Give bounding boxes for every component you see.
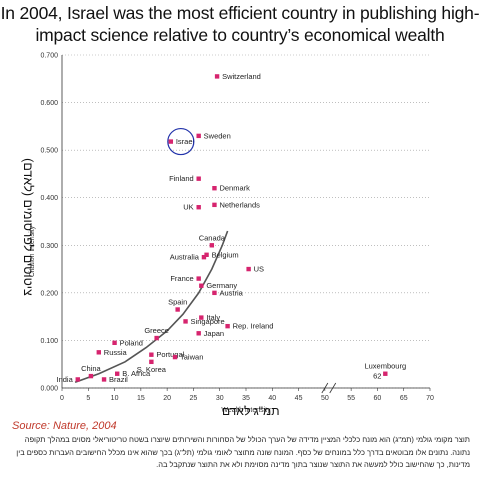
point-label: Poland [120,338,143,347]
data-point-china [88,373,94,379]
x-tick-label: 30 [216,395,224,402]
y-tick-label: 0.200 [40,290,58,297]
source-note: Source: Nature, 2004 [12,420,117,432]
point-label: India [57,375,74,384]
y-axis-label: Citation intensity [29,225,36,277]
data-point-australia [201,254,207,260]
point-label: Greece [144,326,169,335]
y-tick-label: 0.000 [40,386,58,393]
point-label: Australia [170,253,200,262]
data-point-poland [112,340,117,346]
point-label: Rep. Ireland [233,322,274,331]
x-tick-label: 65 [400,395,408,402]
data-point-russia [96,350,101,355]
data-point-belgium [204,252,209,257]
data-point-italy [199,315,204,320]
x-axis-label: Wealth intensity [221,407,271,414]
x-tick-label: 35 [242,395,250,402]
point-label: Russia [104,348,128,357]
x-tick-label: 55 [347,395,355,402]
point-label: France [170,274,193,283]
point-label: Canada [199,233,226,242]
hebrew-y-axis-label: ציטוטים לפרסומים (לאדם) [21,158,35,296]
x-tick-label: 70 [426,395,434,402]
y-tick-label: 0.500 [40,148,58,155]
point-label: Brazil [109,375,128,384]
point-label: Taiwan [180,353,203,362]
axis-break-mark [321,382,329,394]
x-tick-label: 15 [137,395,145,402]
data-point-greece [154,335,159,341]
hebrew-footnote: תוצר מקומי גולמי (תמ"ג) הוא מונח כלכלי ה… [16,435,470,469]
hebrew-x-axis-label: תמ"ג לאדם [222,404,280,418]
x-tick-label: 5 [86,395,90,402]
data-point-us [246,266,251,272]
data-point-austria [212,290,217,296]
point-label: Denmark [219,184,250,193]
data-point-finland [196,176,201,181]
data-point-sweden [196,133,201,139]
y-tick-label: 0.100 [40,338,58,345]
point-label: Austria [219,288,243,297]
point-label: Israel [176,137,195,146]
point-label: Switzerland [222,72,261,81]
data-point-portugal [149,352,154,357]
y-tick-label: 0.400 [40,195,58,202]
data-point-canada [209,243,215,248]
data-point-france [196,276,201,281]
data-point-denmark [212,186,217,191]
point-label: Portugal [156,350,184,359]
x-tick-label: 40 [268,395,276,402]
point-label: B. Africa [122,369,151,378]
x-tick-label: 50 [321,395,329,402]
point-label: Belgium [212,250,239,259]
x-tick-label: 20 [163,395,171,402]
axis-break-mark [329,382,337,394]
trend-curve [74,230,229,384]
data-point-b-africa [115,371,120,376]
point-label: Italy [206,313,220,322]
point-label: Spain [168,298,187,307]
data-point-spain [175,307,180,312]
x-tick-label: 10 [111,395,119,402]
data-point-israel [168,139,174,144]
data-point-japan [196,331,201,336]
x-tick-label: 45 [295,395,303,402]
luxembourg-value-label: 62 [373,372,381,381]
y-tick-label: 0.700 [40,53,58,60]
point-label: S. Korea [137,365,167,374]
data-point-taiwan [172,354,178,360]
point-label: Finland [169,174,194,183]
data-point-germany [199,283,204,288]
point-label: Germany [206,281,237,290]
x-tick-label: 25 [190,395,198,402]
data-point-luxembourg [383,371,388,376]
y-tick-label: 0.300 [40,243,58,250]
point-label: Netherlands [219,200,260,209]
data-point-s-korea [149,359,154,365]
x-tick-label: 0 [60,395,64,402]
x-tick-label: 60 [374,395,382,402]
point-label: UK [183,203,193,212]
data-point-netherlands [212,202,217,208]
chart-title: In 2004, Israel was the most efficient c… [0,3,480,45]
point-label: US [254,265,264,274]
data-point-switzerland [214,74,220,79]
data-point-singapore [183,319,188,324]
highlight-circle [167,127,195,156]
point-label: China [81,364,101,373]
data-point-brazil [101,377,107,382]
data-point-india [75,377,80,382]
point-label: Singapore [191,317,225,326]
point-label: Luxembourg [364,362,406,371]
point-label: Japan [204,329,224,338]
data-point-uk [196,205,201,210]
point-label: Sweden [204,131,231,140]
y-tick-label: 0.600 [40,100,58,107]
data-point-rep-ireland [225,323,230,329]
